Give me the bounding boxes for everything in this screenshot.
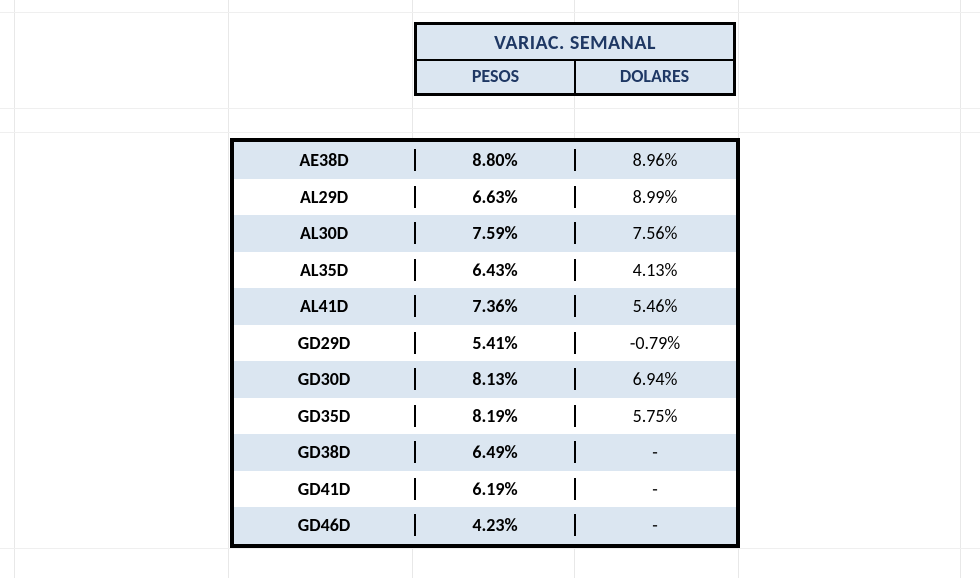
cell-dolares: - [576, 478, 734, 500]
cell-ticker: AL29D [234, 186, 416, 208]
cell-pesos: 6.49% [416, 441, 576, 463]
cell-dolares: - [576, 441, 734, 463]
header-group: VARIAC. SEMANAL PESOS DOLARES [414, 22, 736, 96]
cell-pesos: 8.19% [416, 405, 576, 427]
gridline-horizontal [0, 108, 980, 109]
gridline-horizontal [0, 132, 980, 133]
cell-dolares: 8.96% [576, 149, 734, 171]
table-row: AL35D6.43%4.13% [234, 252, 736, 289]
cell-ticker: GD29D [234, 332, 416, 354]
gridline-vertical [14, 0, 15, 578]
table-row: AE38D8.80%8.96% [234, 142, 736, 179]
cell-ticker: AE38D [234, 149, 416, 171]
cell-dolares: -0.79% [576, 332, 734, 354]
cell-pesos: 7.59% [416, 222, 576, 244]
cell-ticker: GD35D [234, 405, 416, 427]
spreadsheet-canvas: VARIAC. SEMANAL PESOS DOLARES AE38D8.80%… [0, 0, 980, 578]
cell-ticker: AL41D [234, 295, 416, 317]
cell-dolares: 6.94% [576, 368, 734, 390]
cell-ticker: AL30D [234, 222, 416, 244]
cell-pesos: 8.80% [416, 149, 576, 171]
cell-dolares: 5.75% [576, 405, 734, 427]
cell-ticker: GD38D [234, 441, 416, 463]
cell-dolares: 5.46% [576, 295, 734, 317]
cell-pesos: 5.41% [416, 332, 576, 354]
gridline-horizontal [0, 548, 980, 549]
table-row: GD46D4.23%- [234, 507, 736, 544]
gridline-horizontal [0, 12, 980, 13]
gridline-vertical [228, 0, 229, 578]
cell-pesos: 4.23% [416, 514, 576, 536]
cell-ticker: AL35D [234, 259, 416, 281]
table-row: AL30D7.59%7.56% [234, 215, 736, 252]
cell-ticker: GD41D [234, 478, 416, 500]
gridline-vertical [960, 0, 961, 578]
cell-pesos: 7.36% [416, 295, 576, 317]
table-row: AL29D6.63%8.99% [234, 179, 736, 216]
data-table: AE38D8.80%8.96%AL29D6.63%8.99%AL30D7.59%… [230, 138, 740, 548]
cell-pesos: 8.13% [416, 368, 576, 390]
cell-ticker: GD46D [234, 514, 416, 536]
table-row: AL41D7.36%5.46% [234, 288, 736, 325]
table-row: GD38D6.49%- [234, 434, 736, 471]
header-col-dolares: DOLARES [576, 61, 733, 93]
header-title: VARIAC. SEMANAL [417, 25, 733, 61]
cell-dolares: 8.99% [576, 186, 734, 208]
cell-dolares: 7.56% [576, 222, 734, 244]
cell-pesos: 6.43% [416, 259, 576, 281]
header-col-pesos: PESOS [417, 61, 576, 93]
table-row: GD29D5.41%-0.79% [234, 325, 736, 362]
header-subrow: PESOS DOLARES [417, 61, 733, 93]
table-row: GD30D8.13%6.94% [234, 361, 736, 398]
cell-pesos: 6.63% [416, 186, 576, 208]
cell-ticker: GD30D [234, 368, 416, 390]
cell-dolares: - [576, 514, 734, 536]
cell-pesos: 6.19% [416, 478, 576, 500]
table-row: GD41D6.19%- [234, 471, 736, 508]
table-row: GD35D8.19%5.75% [234, 398, 736, 435]
cell-dolares: 4.13% [576, 259, 734, 281]
